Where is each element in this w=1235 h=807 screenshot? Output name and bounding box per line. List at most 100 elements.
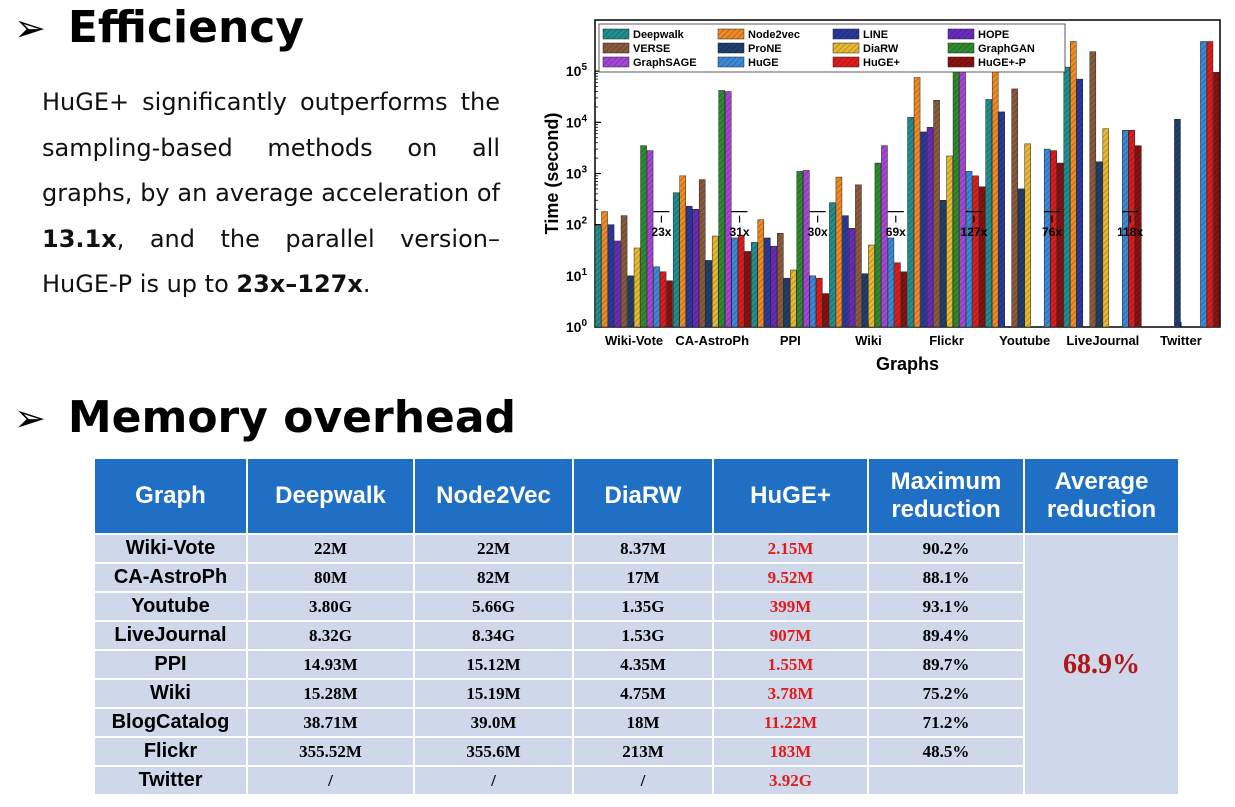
- bar-hatch: [627, 275, 634, 327]
- diarw-cell: 8.37M: [572, 533, 714, 564]
- legend-label: DiaRW: [863, 43, 899, 55]
- bar-hatch: [1063, 67, 1070, 327]
- bar-hatch: [770, 246, 777, 327]
- bar-hatch: [816, 278, 823, 327]
- table-header-row: Graph Deepwalk Node2Vec DiaRW HuGE+ Maxi…: [93, 457, 1180, 535]
- bar-hatch: [705, 260, 712, 327]
- graph-name-cell: BlogCatalog: [93, 707, 248, 738]
- diarw-cell: 18M: [572, 707, 714, 738]
- huge-plus-cell: 11.22M: [712, 707, 869, 738]
- header-huge-plus: HuGE+: [712, 457, 869, 535]
- legend-swatch-hatch: [718, 43, 744, 53]
- max-reduction-cell: 90.2%: [867, 533, 1025, 564]
- node2vec-cell: 355.6M: [413, 736, 574, 767]
- legend-label: Node2vec: [748, 29, 800, 41]
- huge-plus-cell: 399M: [712, 591, 869, 622]
- deepwalk-cell: 22M: [246, 533, 415, 564]
- legend-swatch-hatch: [718, 29, 744, 39]
- average-reduction-cell: 68.9%: [1023, 533, 1180, 796]
- para-text-1: HuGE+ significantly outperforms the samp…: [42, 88, 500, 207]
- node2vec-cell: 5.66G: [413, 591, 574, 622]
- table-row: Flickr 355.52M 355.6M 213M 183M 48.5%: [93, 736, 1179, 767]
- bullet-arrow-icon: ➢: [14, 5, 46, 50]
- speedup-annotation: 118x: [1117, 225, 1143, 239]
- y-tick-label: 105: [566, 62, 588, 79]
- diarw-cell: 4.35M: [572, 649, 714, 680]
- legend-label: VERSE: [633, 43, 670, 55]
- x-tick-label: Wiki: [855, 333, 882, 348]
- efficiency-heading: ➢ Efficiency: [14, 2, 304, 53]
- y-tick-label: 101: [566, 267, 588, 284]
- efficiency-chart: 100 101 102 103 104 105 Time (second) Graphs Wik…: [542, 19, 1221, 374]
- x-tick-label: Wiki-Vote: [605, 333, 663, 348]
- bar-hatch: [647, 150, 654, 327]
- node2vec-cell: 15.19M: [413, 678, 574, 709]
- deepwalk-cell: 8.32G: [246, 620, 415, 651]
- bar-hatch: [1096, 161, 1103, 327]
- header-deepwalk: Deepwalk: [246, 457, 415, 535]
- bar-hatch: [757, 219, 764, 327]
- bar-hatch: [887, 237, 894, 327]
- speedup-annotation: 69x: [886, 225, 906, 239]
- bar-hatch: [855, 184, 862, 327]
- bar-hatch: [608, 224, 615, 327]
- memory-heading: ➢ Memory overhead: [14, 392, 516, 443]
- huge-plus-cell: 183M: [712, 736, 869, 767]
- legend-label: HuGE: [748, 57, 779, 69]
- bar-hatch: [822, 293, 829, 327]
- bar-hatch: [1011, 88, 1018, 327]
- bar-hatch: [790, 270, 797, 327]
- deepwalk-cell: 38.71M: [246, 707, 415, 738]
- bar-hatch: [946, 155, 953, 327]
- bar-hatch: [686, 206, 693, 327]
- bar-hatch: [1024, 143, 1031, 327]
- x-tick-label: PPI: [780, 333, 801, 348]
- max-reduction-cell: 75.2%: [867, 678, 1025, 709]
- bar-hatch: [1200, 41, 1207, 328]
- node2vec-cell: 82M: [413, 562, 574, 593]
- bar-hatch: [861, 273, 868, 327]
- table-row: CA-AstroPh 80M 82M 17M 9.52M 88.1%: [93, 562, 1179, 593]
- deepwalk-cell: /: [246, 765, 415, 796]
- diarw-cell: 1.53G: [572, 620, 714, 651]
- y-tick-label: 103: [566, 165, 588, 182]
- bar-hatch: [1089, 51, 1096, 327]
- node2vec-cell: /: [413, 765, 574, 796]
- graph-name-cell: LiveJournal: [93, 620, 248, 651]
- table-row: Twitter / / / 3.92G: [93, 765, 1179, 796]
- bar-hatch: [738, 235, 745, 327]
- max-reduction-cell: 93.1%: [867, 591, 1025, 622]
- x-tick-label: LiveJournal: [1066, 333, 1139, 348]
- bar-hatch: [992, 67, 999, 327]
- huge-plus-cell: 3.78M: [712, 678, 869, 709]
- bar-hatch: [940, 200, 947, 327]
- legend-swatch-hatch: [948, 29, 974, 39]
- bar-hatch: [621, 215, 628, 327]
- header-graph: Graph: [93, 457, 248, 535]
- legend-swatch-hatch: [603, 29, 629, 39]
- y-tick-label: 102: [566, 216, 588, 233]
- para-text-2: , and the parallel version–HuGE-P is up …: [42, 224, 500, 299]
- bar-hatch: [874, 163, 881, 327]
- bar-hatch: [751, 242, 758, 327]
- bar-hatch: [953, 45, 960, 327]
- bar-hatch: [894, 262, 901, 327]
- bar-hatch: [1213, 72, 1220, 327]
- para-bold-2: 23x–127x: [236, 270, 363, 298]
- bar-hatch: [796, 171, 803, 327]
- bar-hatch: [1174, 119, 1181, 327]
- bar-hatch: [868, 245, 875, 327]
- bar-hatch: [777, 233, 784, 327]
- memory-title: Memory overhead: [67, 392, 517, 443]
- bar-hatch: [881, 145, 888, 327]
- bar-hatch: [744, 251, 751, 327]
- bar-hatch: [673, 192, 680, 327]
- bar-hatch: [783, 278, 790, 327]
- bar-hatch: [666, 280, 673, 327]
- graph-name-cell: Twitter: [93, 765, 248, 796]
- node2vec-cell: 22M: [413, 533, 574, 564]
- max-reduction-cell: 71.2%: [867, 707, 1025, 738]
- bar-hatch: [1018, 188, 1025, 327]
- bar-hatch: [920, 131, 927, 327]
- graph-name-cell: Flickr: [93, 736, 248, 767]
